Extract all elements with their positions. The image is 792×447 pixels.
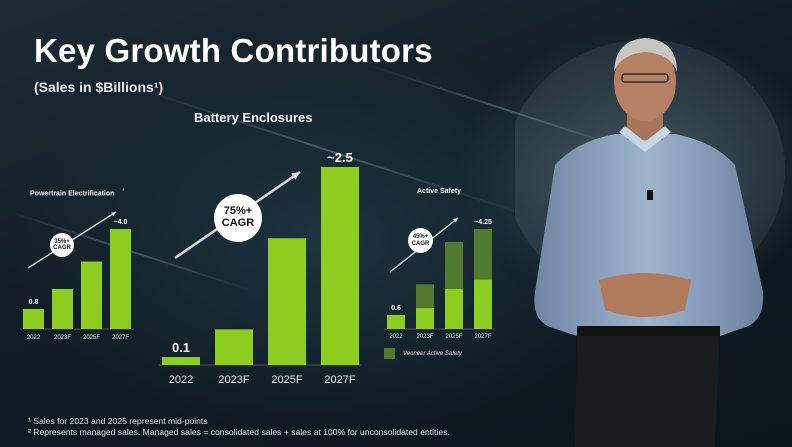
footnotes: ¹ Sales for 2023 and 2025 represent mid-… — [28, 416, 450, 438]
cagr-label: CAGR — [411, 240, 430, 247]
data-label: ~4.0 — [114, 219, 128, 226]
bar — [52, 289, 73, 329]
data-label: ~2.5 — [327, 150, 353, 165]
x-tick-label: 2022 — [27, 335, 41, 341]
slide-subtitle: (Sales in $Billions¹) — [34, 79, 164, 95]
footnote-1: ¹ Sales for 2023 and 2025 represent mid-… — [28, 416, 208, 426]
x-tick-label: 2027F — [474, 334, 491, 340]
cagr-value: 35%+ — [54, 238, 70, 245]
bar — [110, 229, 131, 329]
presenter-trousers — [575, 330, 720, 447]
cagr-badge-powertrain: 35%+ CAGR — [50, 233, 74, 257]
bar-veoneer-segment — [416, 284, 434, 308]
presenter-glasses — [621, 73, 669, 83]
presenter-microphone — [647, 190, 653, 200]
presenter-hands — [599, 273, 691, 317]
bar — [387, 314, 405, 329]
presenter-belt — [577, 326, 720, 336]
x-tick-label: 2027F — [324, 374, 355, 386]
footnote-2: ² Represents managed sales. Managed sale… — [28, 427, 450, 437]
bar-veoneer-segment — [474, 229, 492, 280]
bar — [81, 261, 102, 329]
x-tick-label: 2025F — [445, 334, 462, 340]
data-label: ~4.25 — [474, 219, 492, 226]
chart-title-footnote-mark: ² — [122, 188, 125, 194]
x-tick-label: 2023F — [218, 374, 249, 386]
cagr-badge-battery: 75%+ CAGR — [214, 194, 262, 242]
trend-arrow-head — [291, 172, 300, 180]
x-tick-label: 2027F — [112, 335, 129, 341]
data-label: 0.8 — [29, 299, 39, 306]
presenter-shirt — [534, 134, 764, 336]
presenter-collar — [619, 126, 671, 152]
powertrain-bar-chart: 2022 0.8 2023F 2025F 2027F ~4.0 — [20, 211, 134, 341]
cagr-badge-active-safety: 45%+ CAGR — [408, 228, 433, 253]
presenter-hair — [614, 38, 677, 72]
legend-label: Veoneer Active Safety — [403, 350, 462, 357]
data-label: 0.1 — [172, 340, 190, 355]
x-tick-label: 2022 — [169, 374, 193, 386]
bar — [215, 329, 253, 365]
cagr-label: CAGR — [53, 245, 71, 251]
chart-title-battery: Battery Enclosures — [194, 110, 313, 125]
active-safety-bar-chart: 2022 0.6 2023F 2025F 2027F ~4.25 — [384, 217, 495, 340]
x-tick-label: 2023F — [54, 335, 71, 341]
chart-title-powertrain: Powertrain Electrification ² — [30, 188, 124, 197]
bar — [268, 238, 306, 365]
bar — [416, 307, 434, 329]
chart-legend: Veoneer Active Safety — [384, 348, 462, 359]
cagr-label: CAGR — [221, 217, 255, 229]
trend-arrow-head — [453, 218, 458, 223]
battery-bar-chart: 2022 0.1 2023F 2025F 2027F ~2.5 — [159, 150, 362, 386]
cagr-value: 45%+ — [412, 234, 429, 241]
bar — [162, 357, 200, 365]
bar — [321, 167, 359, 365]
bar-veoneer-segment — [445, 241, 463, 289]
chart-title-text: Powertrain Electrification — [30, 190, 115, 198]
slide-title: Key Growth Contributors — [34, 32, 433, 69]
chart-title-active-safety: Active Safety — [417, 188, 461, 195]
legend-swatch — [384, 348, 395, 359]
x-tick-label: 2025F — [271, 374, 302, 386]
x-tick-label: 2023F — [416, 334, 433, 340]
x-tick-label: 2025F — [83, 335, 100, 341]
bar — [474, 279, 492, 329]
cagr-value: 75%+ — [223, 205, 253, 218]
trend-arrow-head — [111, 212, 116, 217]
data-label: 0.6 — [391, 305, 401, 312]
bar — [23, 309, 44, 329]
presenter-figure — [515, 38, 785, 447]
x-tick-label: 2022 — [389, 334, 403, 340]
bar — [445, 289, 463, 329]
